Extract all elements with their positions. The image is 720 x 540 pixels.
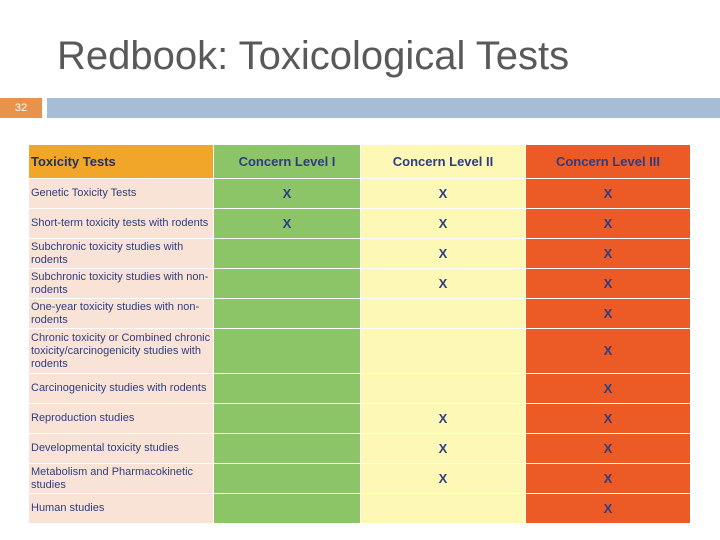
check-mark: X [603,470,613,486]
test-name-cell: Short-term toxicity tests with rodents [28,208,214,239]
concern-level-2-cell: X [360,208,526,239]
check-mark: X [603,440,613,456]
test-name-cell: Chronic toxicity or Combined chronic tox… [28,328,214,374]
table-row: Developmental toxicity studies X X [28,433,691,464]
concern-level-2-cell: X [360,433,526,464]
table-header-row: Toxicity Tests Concern Level I Concern L… [28,144,691,179]
test-name-cell: Subchronic toxicity studies with rodents [28,238,214,269]
concern-level-2-cell [360,493,526,524]
check-mark: X [282,185,292,201]
concern-level-2-cell: X [360,463,526,494]
check-mark: X [438,440,448,456]
check-mark: X [438,410,448,426]
concern-level-1-cell [213,328,361,374]
concern-level-3-cell: X [525,463,691,494]
concern-level-3-cell: X [525,403,691,434]
check-mark: X [603,275,613,291]
concern-level-1-cell [213,238,361,269]
table-row: Subchronic toxicity studies with rodents… [28,238,691,269]
concern-level-1-cell [213,403,361,434]
check-mark: X [603,245,613,261]
slide-number: 32 [0,98,42,118]
header-concern-level-2: Concern Level II [392,153,494,169]
table-row: One-year toxicity studies with non-roden… [28,298,691,329]
check-mark: X [603,305,613,321]
concern-level-1-cell: X [213,208,361,239]
test-name-cell: Reproduction studies [28,403,214,434]
header-accent-bar [47,98,720,118]
check-mark: X [282,215,292,231]
concern-level-2-cell: X [360,268,526,299]
table-row: Short-term toxicity tests with rodents X X… [28,208,691,239]
table-row: Carcinogenicity studies with rodents X [28,373,691,404]
concern-level-2-cell: X [360,178,526,209]
concern-level-1-cell [213,493,361,524]
concern-level-3-cell: X [525,328,691,374]
table-body: Genetic Toxicity Tests X X X Short-term toxi… [28,178,691,524]
check-mark: X [438,185,448,201]
check-mark: X [438,245,448,261]
test-name-cell: Carcinogenicity studies with rodents [28,373,214,404]
test-name-cell: Metabolism and Pharmacokinetic studies [28,463,214,494]
table-row: Human studies X [28,493,691,524]
test-name-cell: Developmental toxicity studies [28,433,214,464]
concern-level-1-cell [213,268,361,299]
header-toxicity-tests: Toxicity Tests [28,144,214,179]
concern-level-2-cell [360,298,526,329]
table-row: Metabolism and Pharmacokinetic studies X X [28,463,691,494]
concern-level-1-cell [213,433,361,464]
check-mark: X [438,215,448,231]
concern-level-2-cell: X [360,238,526,269]
concern-level-3-cell: X [525,493,691,524]
test-name-cell: Human studies [28,493,214,524]
toxicology-table: Toxicity Tests Concern Level I Concern L… [28,144,691,524]
concern-level-1-cell: X [213,178,361,209]
concern-level-2-cell: X [360,403,526,434]
concern-level-1-cell [213,463,361,494]
header-concern-level-3: Concern Level III [555,153,661,169]
check-mark: X [603,185,613,201]
table-row: Subchronic toxicity studies with non-rod… [28,268,691,299]
test-name-cell: Genetic Toxicity Tests [28,178,214,209]
check-mark: X [603,343,613,358]
check-mark: X [438,275,448,291]
check-mark: X [603,410,613,426]
test-name-cell: Subchronic toxicity studies with non-rod… [28,268,214,299]
check-mark: X [438,470,448,486]
concern-level-3-cell: X [525,433,691,464]
concern-level-2-cell [360,373,526,404]
table-row: Chronic toxicity or Combined chronic tox… [28,328,691,374]
check-mark: X [603,215,613,231]
concern-level-3-cell: X [525,298,691,329]
concern-level-3-cell: X [525,238,691,269]
concern-level-2-cell [360,328,526,374]
table-row: Genetic Toxicity Tests X X X [28,178,691,209]
slide-title: Redbook: Toxicological Tests [57,34,570,78]
concern-level-1-cell [213,373,361,404]
test-name-cell: One-year toxicity studies with non-roden… [28,298,214,329]
check-mark: X [603,380,613,396]
concern-level-3-cell: X [525,268,691,299]
check-mark: X [603,500,613,516]
header-concern-level-1: Concern Level I [238,153,336,169]
concern-level-3-cell: X [525,178,691,209]
concern-level-3-cell: X [525,373,691,404]
concern-level-1-cell [213,298,361,329]
table-row: Reproduction studies X X [28,403,691,434]
concern-level-3-cell: X [525,208,691,239]
